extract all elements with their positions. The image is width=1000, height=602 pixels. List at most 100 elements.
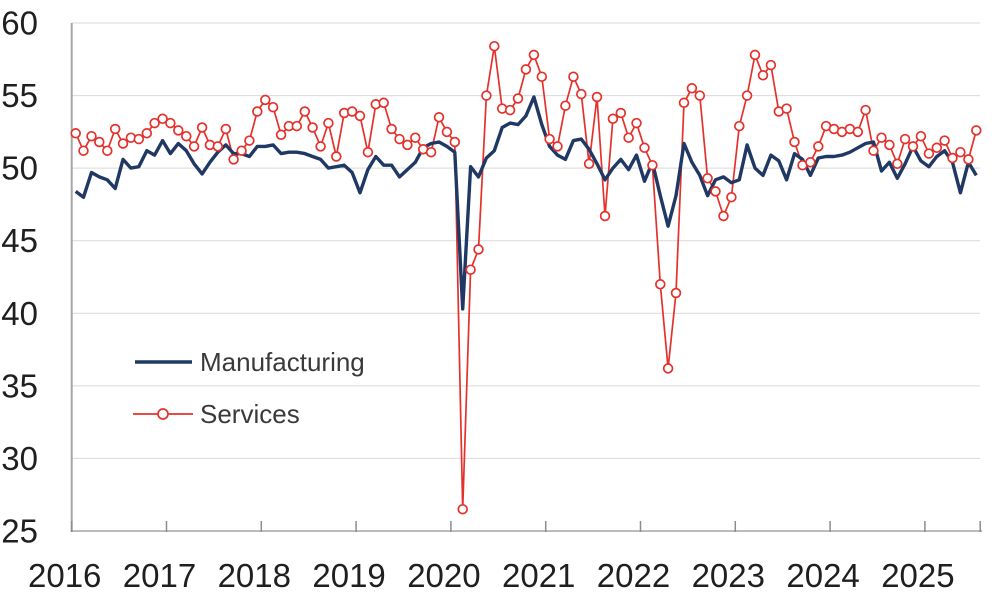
services-marker [70,128,81,139]
services-marker [315,141,326,152]
services-marker [615,107,627,119]
services-marker [591,91,603,103]
services-marker [291,120,303,132]
legend: Manufacturing Services [133,347,365,429]
y-axis-label-50: 50 [1,150,38,187]
services-marker [631,117,642,129]
services-marker [331,151,342,162]
services-marker [655,279,666,290]
services-marker [267,101,279,113]
services-marker [662,363,674,374]
services-marker [923,148,935,159]
services-marker [86,130,97,142]
services-marker [181,130,192,142]
services-marker [196,122,208,133]
services-marker [741,90,753,101]
services-marker [244,135,255,146]
services-marker [599,210,611,222]
legend-label-manufacturing: Manufacturing [200,347,365,377]
services-marker [504,104,516,116]
services-marker [465,264,476,275]
y-axis-label-45: 45 [1,222,38,259]
x-axis-label-2023: 2023 [692,557,765,594]
services-marker [568,71,579,82]
services-marker [971,125,982,136]
services-marker [702,173,713,184]
services-marker [346,106,358,117]
services-marker [694,90,706,101]
services-marker [576,88,587,100]
axes [70,23,983,532]
services-marker [228,154,239,165]
services-marker [876,132,887,143]
services-marker [710,186,721,197]
x-axis-label-2020: 2020 [407,557,480,594]
services-marker [583,158,595,170]
services-marker [607,113,619,125]
services-marker [275,129,287,141]
services-marker [141,128,153,139]
services-marker [623,132,634,143]
services-marker [252,106,263,117]
services-marker [157,113,168,125]
services-marker [528,49,540,61]
services-marker [955,146,966,158]
y-axis-labels: 25 30 35 40 45 50 55 60 [1,5,38,550]
services-marker [173,125,184,136]
x-axis-label-2022: 2022 [597,557,670,594]
services-marker [425,146,437,158]
services-marker [813,141,824,152]
series-layer [70,40,982,515]
services-marker [149,117,160,129]
services-marker [323,117,334,129]
services-marker [94,136,105,148]
services-marker [441,126,453,138]
services-marker [307,122,318,133]
services-marker [378,97,389,109]
x-axis-label-2025: 2025 [881,557,954,594]
services-marker [512,93,524,104]
services-marker [939,135,950,146]
services-marker [734,120,745,132]
services-marker [765,59,777,71]
services-marker [639,142,650,154]
services-marker [892,158,903,170]
services-marker [449,136,461,148]
services-marker [749,49,761,61]
services-marker [868,145,879,156]
legend-label-services: Services [200,399,300,429]
services-marker [481,90,492,101]
services-marker [133,133,145,145]
services-marker [670,287,682,299]
x-axis-labels: 2016 2017 2018 2019 2020 2021 2022 2023 2024 2025 [28,557,955,594]
services-marker [647,159,658,171]
services-marker [117,138,129,149]
services-marker [852,126,864,138]
services-marker [907,141,919,152]
services-marker [860,104,871,116]
services-marker [552,141,563,152]
x-axis-label-2021: 2021 [502,557,575,594]
services-marker [536,71,548,82]
services-marker [678,97,690,109]
services-marker [78,145,89,156]
x-axis-label-2024: 2024 [786,557,859,594]
services-marker [781,103,792,114]
services-marker [899,133,911,145]
services-marker [963,154,974,165]
services-marker [520,64,532,75]
services-marker [188,141,200,152]
services-marker [726,191,737,203]
y-axis-label-40: 40 [1,295,38,332]
services-marker [212,141,224,152]
services-marker [109,123,121,135]
services-marker [165,117,176,129]
manufacturing-line [74,95,978,311]
services-marker [915,130,927,142]
x-axis-label-2018: 2018 [218,557,291,594]
y-axis-label-35: 35 [1,367,38,404]
services-marker [236,145,247,156]
services-marker [884,139,895,151]
x-axis-label-2019: 2019 [312,557,385,594]
